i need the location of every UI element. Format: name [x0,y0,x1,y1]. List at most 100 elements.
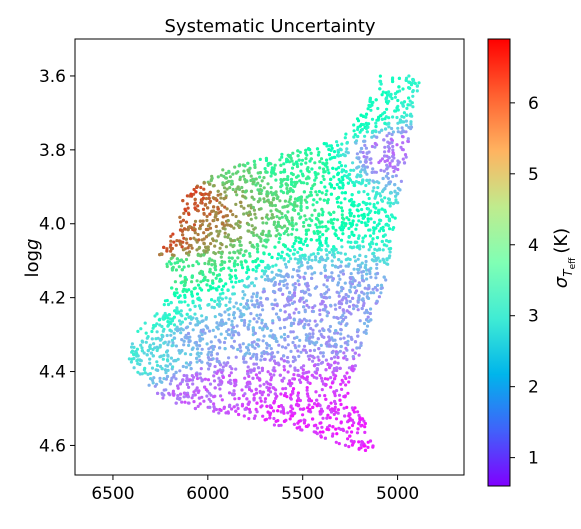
data-point [170,253,174,257]
data-point [388,204,392,208]
data-point [238,243,242,247]
data-point [252,397,256,401]
data-point [334,233,338,238]
data-point [161,396,165,400]
data-point [215,357,219,361]
data-point [238,345,242,349]
data-point [315,367,319,371]
colorbar [487,38,511,487]
data-point [361,297,365,301]
data-point [314,371,319,375]
data-point [401,101,405,106]
data-point [362,190,366,194]
data-point [235,222,239,226]
data-point [223,347,227,351]
data-point [316,153,320,157]
data-point [143,371,147,375]
data-point [409,122,413,126]
data-point [167,340,171,344]
data-point [355,223,359,227]
data-point [400,126,404,130]
data-point [355,304,359,308]
data-point [336,150,340,154]
data-point [199,280,203,284]
data-point [303,239,307,243]
data-point [164,377,168,381]
data-point [210,298,214,302]
data-point [352,421,356,425]
data-point [269,209,273,213]
data-point [347,262,351,266]
data-point [279,163,283,167]
data-point [320,409,325,413]
data-point [396,163,400,167]
data-point [336,154,341,158]
data-point [343,374,347,378]
data-point [320,207,324,211]
data-point [318,312,322,317]
colorbar-tick-label: 1 [528,449,539,469]
data-point [332,315,336,319]
data-point [320,379,324,383]
data-point [264,215,268,219]
data-point [299,240,303,244]
data-point [411,94,415,98]
data-point [171,341,175,345]
data-point [184,257,189,262]
data-point [341,427,345,431]
data-point [357,181,361,185]
data-point [364,223,368,228]
data-point [268,413,272,417]
data-point [397,85,401,89]
data-point [272,359,276,363]
data-point [384,91,388,95]
data-point [256,188,260,192]
data-point [390,96,394,101]
data-point [289,349,293,353]
data-point [278,210,282,214]
data-point [401,87,405,91]
data-point [278,158,282,162]
data-point [249,356,253,360]
data-point [317,150,321,154]
data-point [345,309,349,313]
data-point [226,328,231,332]
data-point [198,344,202,348]
data-point [298,247,302,251]
data-point [273,369,277,373]
data-point [352,214,356,218]
data-point [366,219,370,223]
data-point [252,208,256,212]
data-point [239,349,243,353]
data-point [275,215,279,219]
data-point [319,434,323,438]
data-point [195,208,199,212]
data-point [370,170,374,174]
data-point [198,306,203,310]
data-point [265,297,270,301]
data-point [202,187,206,191]
data-point [195,360,199,364]
data-point [300,158,305,162]
data-point [360,213,364,217]
data-point [309,190,313,194]
data-point [367,196,371,201]
data-point [392,169,396,173]
data-point [311,306,315,310]
data-point [209,242,213,246]
data-point [299,169,303,173]
data-point [182,339,186,343]
data-point [371,179,375,183]
data-point [161,335,165,339]
data-point [216,193,220,197]
data-point [172,331,176,335]
data-point [182,343,186,347]
data-point [300,375,304,379]
data-point [175,329,180,333]
data-point [390,141,394,145]
data-point [224,282,228,286]
data-point [282,162,286,166]
data-point [242,206,246,210]
data-point [361,114,365,118]
data-point [177,319,182,323]
